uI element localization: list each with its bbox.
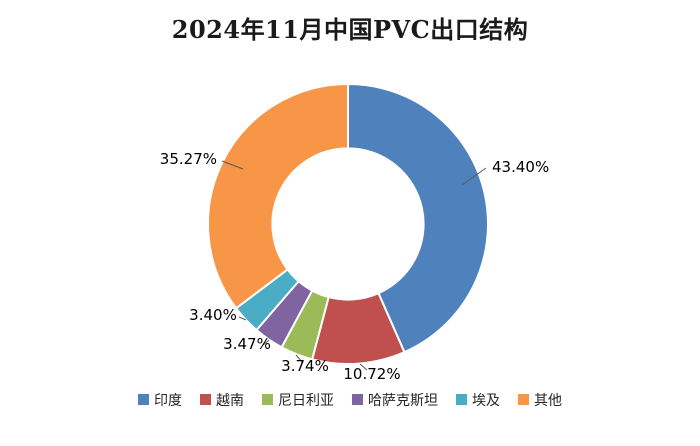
- pie-slice-5: [207, 82, 349, 310]
- legend-swatch-icon: [262, 394, 273, 406]
- legend-item-1: 越南: [200, 390, 244, 410]
- leader-line-5: [221, 160, 244, 170]
- data-label-2: 3.74%: [281, 357, 329, 375]
- pie-slice-0: [347, 82, 489, 354]
- data-label-3: 3.47%: [223, 335, 271, 353]
- legend-label: 埃及: [472, 392, 500, 409]
- data-label-1: 10.72%: [343, 365, 400, 383]
- leader-line-0: [461, 167, 487, 186]
- legend-label: 哈萨克斯坦: [368, 392, 438, 409]
- legend-label: 其他: [534, 392, 562, 409]
- legend-swatch-icon: [352, 394, 363, 406]
- chart-legend: 印度 越南 尼日利亚 哈萨克斯坦 埃及 其他: [0, 390, 700, 410]
- legend-label: 越南: [216, 392, 244, 409]
- leader-line-4: [238, 316, 247, 321]
- legend-item-2: 尼日利亚: [262, 390, 334, 410]
- legend-label: 尼日利亚: [278, 392, 334, 409]
- data-label-5: 35.27%: [160, 150, 217, 168]
- donut-chart: 43.40% 10.72% 3.74% 3.47% 3.40% 35.27%: [160, 82, 549, 383]
- legend-swatch-icon: [518, 394, 529, 406]
- chart-title: 2024年11月中国PVC出口结构: [171, 15, 529, 44]
- data-label-4: 3.40%: [189, 306, 237, 324]
- data-label-0: 43.40%: [492, 158, 549, 176]
- leader-line-1: [359, 363, 368, 371]
- leader-line-2: [295, 354, 304, 364]
- legend-swatch-icon: [138, 394, 149, 406]
- legend-item-5: 其他: [518, 390, 562, 410]
- leader-line-3: [261, 339, 270, 347]
- legend-swatch-icon: [456, 394, 467, 406]
- legend-item-4: 埃及: [456, 390, 500, 410]
- legend-item-3: 哈萨克斯坦: [352, 390, 438, 410]
- legend-label: 印度: [154, 392, 182, 409]
- legend-item-0: 印度: [138, 390, 182, 410]
- legend-swatch-icon: [200, 394, 211, 406]
